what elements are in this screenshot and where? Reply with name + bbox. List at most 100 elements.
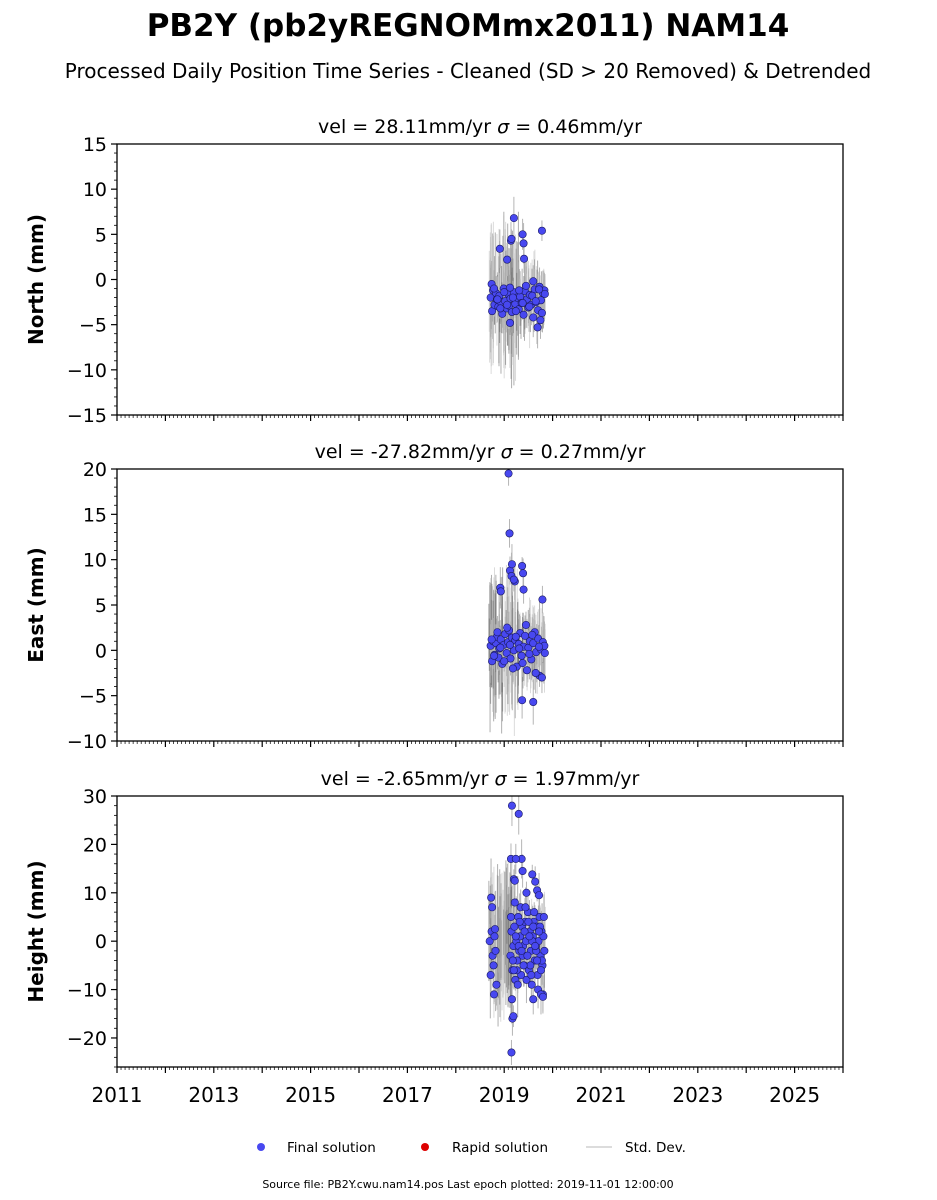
legend-final-label: Final solution [287, 1140, 376, 1156]
data-point [495, 244, 504, 253]
data-point [538, 595, 547, 604]
data-point [521, 903, 530, 912]
data-point [496, 643, 505, 652]
data-point [529, 639, 538, 648]
y-tick-label: −5 [79, 315, 107, 337]
data-point [503, 255, 512, 264]
data-point [537, 226, 546, 235]
data-point [503, 300, 512, 309]
data-point [528, 870, 537, 879]
panel-title-east: vel = -27.82mm/yr σ = 0.27mm/yr [315, 441, 646, 463]
data-point [511, 632, 520, 641]
data-point [511, 854, 520, 863]
data-point [519, 961, 528, 970]
data-point [485, 937, 494, 946]
panel-east: vel = -27.82mm/yr σ = 0.27mm/yr −10 −5 0 5 10… [24, 441, 844, 753]
data-point [540, 289, 549, 298]
data-point [529, 698, 538, 707]
data-point [508, 956, 517, 965]
legend-rapid-marker [421, 1143, 429, 1151]
data-point [526, 961, 535, 970]
panel-frame-north [116, 143, 844, 416]
data-point [490, 284, 499, 293]
data-point [519, 585, 528, 594]
data-point [518, 696, 527, 705]
data-point [522, 888, 531, 897]
panel-north: vel = 28.11mm/yr σ = 0.46mm/yr −15 −10 −5 0 5… [24, 116, 844, 427]
data-point [527, 971, 536, 980]
data-point [509, 575, 518, 584]
data-point [517, 651, 526, 660]
data-point [507, 234, 516, 243]
data-point [509, 214, 518, 223]
data-point [529, 277, 538, 286]
y-tick-label: 15 [83, 134, 107, 156]
data-point [507, 1048, 516, 1057]
x-tick-label: 2011 [92, 1083, 143, 1107]
panels: vel = 28.11mm/yr σ = 0.46mm/yr −15 −10 −5 0 5… [24, 116, 844, 1107]
data-point [537, 673, 546, 682]
data-point [535, 285, 544, 294]
data-point [493, 628, 502, 637]
y-tick-label: 0 [95, 931, 107, 953]
data-point [536, 966, 545, 975]
data-point [511, 307, 520, 316]
data-point [533, 323, 542, 332]
data-point [519, 239, 528, 248]
y-axis-label-east: East (mm) [24, 547, 48, 663]
y-tick-label: −5 [79, 686, 107, 708]
data-point [504, 469, 513, 478]
data-point [513, 980, 522, 989]
y-tick-label: 10 [83, 883, 107, 905]
panel-frame-east [116, 468, 844, 742]
data-point [522, 975, 531, 984]
data-point [540, 649, 549, 658]
data-point [527, 980, 536, 989]
data-point [525, 302, 534, 311]
data-point [487, 893, 496, 902]
data-point [536, 316, 545, 325]
panel-frame-height [116, 795, 844, 1068]
x-tick-label: 2019 [479, 1083, 530, 1107]
x-tick-label: 2021 [576, 1083, 627, 1107]
data-point [515, 917, 524, 926]
data-point [502, 649, 511, 658]
legend-rapid-label: Rapid solution [452, 1140, 548, 1156]
data-point [507, 995, 516, 1004]
data-point [489, 961, 498, 970]
x-tick-label: 2025 [769, 1083, 820, 1107]
data-point [506, 912, 515, 921]
y-tick-label: 20 [83, 834, 107, 856]
y-tick-label: −10 [67, 731, 107, 753]
panel-title-height: vel = -2.65mm/yr σ = 1.97mm/yr [321, 768, 640, 790]
footer-source: Source file: PB2Y.cwu.nam14.pos Last epo… [262, 1178, 673, 1191]
data-point [522, 666, 531, 675]
data-point [519, 310, 528, 319]
data-point [518, 867, 527, 876]
data-point [537, 308, 546, 317]
y-tick-label: 0 [95, 640, 107, 662]
data-point [521, 281, 530, 290]
x-tick-label: 2015 [285, 1083, 336, 1107]
data-point [531, 297, 540, 306]
y-tick-label: 30 [83, 786, 107, 808]
y-tick-label: −10 [67, 360, 107, 382]
data-point [535, 642, 544, 651]
data-point [531, 668, 540, 677]
data-point [521, 620, 530, 629]
data-point [510, 898, 519, 907]
y-tick-label: 10 [83, 550, 107, 572]
plot-area-east [486, 469, 549, 737]
data-point [491, 946, 500, 955]
data-point [533, 956, 542, 965]
data-point [500, 657, 509, 666]
data-point [514, 809, 523, 818]
y-tick-label: 10 [83, 179, 107, 201]
data-point [524, 917, 533, 926]
data-point [506, 318, 515, 327]
data-point [508, 293, 517, 302]
y-axis-label-north: North (mm) [24, 214, 48, 345]
data-point [531, 942, 540, 951]
data-point [508, 664, 517, 673]
data-point [525, 649, 534, 658]
